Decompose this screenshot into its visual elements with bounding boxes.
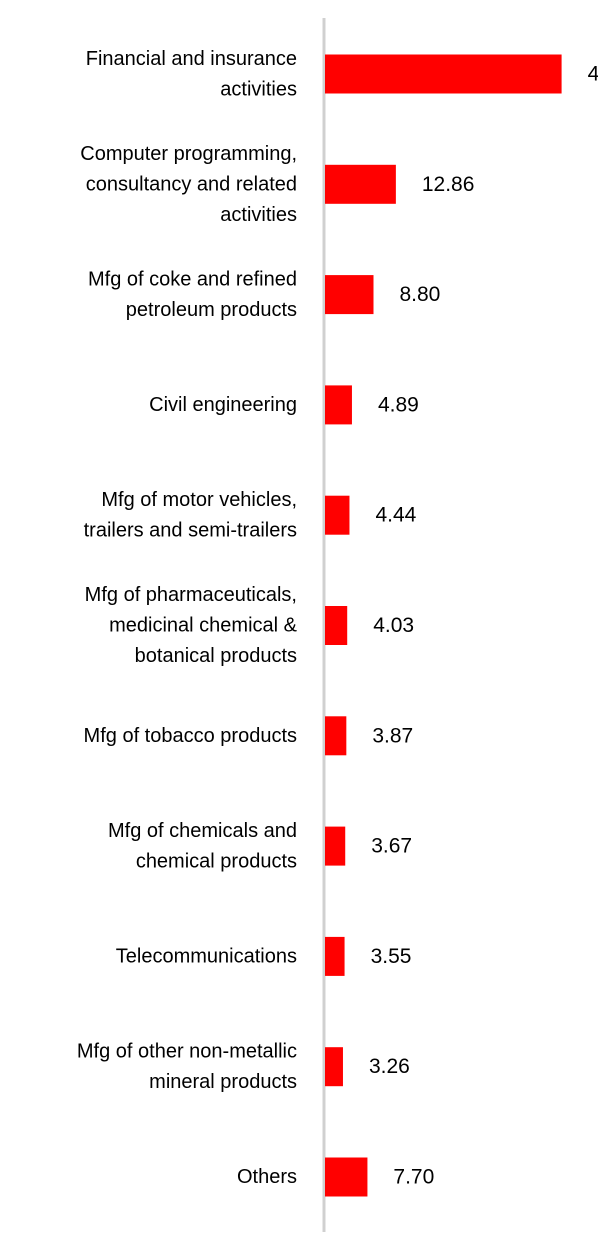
bar — [325, 1157, 368, 1197]
category-labels-group: Financial and insurance activitiesCompute… — [77, 48, 298, 1188]
value-label: 4.03 — [373, 614, 414, 637]
category-label-line: activities — [220, 204, 297, 226]
value-label: 7.70 — [393, 1166, 434, 1189]
category-label: Financial and insurance activities — [86, 48, 297, 101]
value-label: 3.26 — [369, 1055, 410, 1078]
bar — [325, 275, 374, 315]
value-label: 42.93 — [588, 63, 598, 86]
bar — [325, 606, 348, 645]
value-label: 12.86 — [422, 173, 475, 196]
bar — [325, 936, 345, 976]
category-label-line: Mfg of chemicals and — [108, 820, 297, 842]
bar — [325, 1047, 343, 1087]
category-label-line: trailers and semi-trailers — [84, 519, 297, 541]
category-label: Mfg of motor vehicles, trailers and semi-… — [84, 489, 297, 542]
category-label: Mfg of coke and refined petroleum product… — [88, 268, 297, 321]
value-label: 4.89 — [378, 393, 419, 416]
category-label-line: Telecommunications — [116, 945, 297, 967]
bar — [325, 716, 347, 756]
category-label-line: chemical products — [136, 850, 297, 872]
category-label-line: Mfg of motor vehicles, — [101, 489, 297, 511]
category-label-line: consultancy and related — [86, 173, 297, 195]
category-label-line: Financial and insurance — [86, 48, 297, 70]
bar — [325, 385, 352, 425]
bar — [325, 495, 350, 535]
bar — [325, 164, 396, 204]
category-label-line: petroleum products — [126, 299, 297, 321]
category-label-line: Mfg of pharmaceuticals, — [85, 584, 297, 606]
category-label: Civil engineering — [149, 394, 297, 416]
category-label-line: botanical products — [135, 645, 297, 667]
value-label: 3.67 — [371, 835, 412, 858]
category-label: Mfg of tobacco products — [84, 725, 297, 747]
category-label: Mfg of other non-metallic mineral product… — [77, 1040, 297, 1093]
category-label-line: Civil engineering — [149, 394, 297, 416]
category-label-line: Computer programming, — [80, 143, 297, 165]
value-label: 8.80 — [399, 283, 440, 306]
category-label-line: Others — [237, 1166, 297, 1188]
category-label: Telecommunications — [116, 945, 297, 967]
category-label-line: Mfg of coke and refined — [88, 268, 297, 290]
value-label: 3.87 — [372, 724, 413, 747]
bar — [325, 54, 562, 94]
category-label: Others — [237, 1166, 297, 1188]
category-label: Mfg of pharmaceuticals, medicinal chemica… — [85, 584, 298, 667]
bar — [325, 826, 346, 866]
category-label-line: Mfg of tobacco products — [84, 725, 297, 747]
category-label-line: medicinal chemical & — [109, 615, 298, 637]
category-label-line: mineral products — [149, 1071, 297, 1093]
category-label: Mfg of chemicals and chemical products — [108, 820, 297, 873]
value-labels-group: 42.93 12.86 8.80 4.89 4.44 4.03 3.87 3.67 3.55 3.… — [369, 63, 598, 1189]
value-label: 4.44 — [375, 504, 416, 527]
category-label-line: Mfg of other non-metallic — [77, 1040, 297, 1062]
category-label: Computer programming, consultancy and rel… — [80, 143, 297, 226]
bars-group — [325, 54, 562, 1197]
value-label: 3.55 — [371, 945, 412, 968]
category-label-line: activities — [220, 78, 297, 100]
